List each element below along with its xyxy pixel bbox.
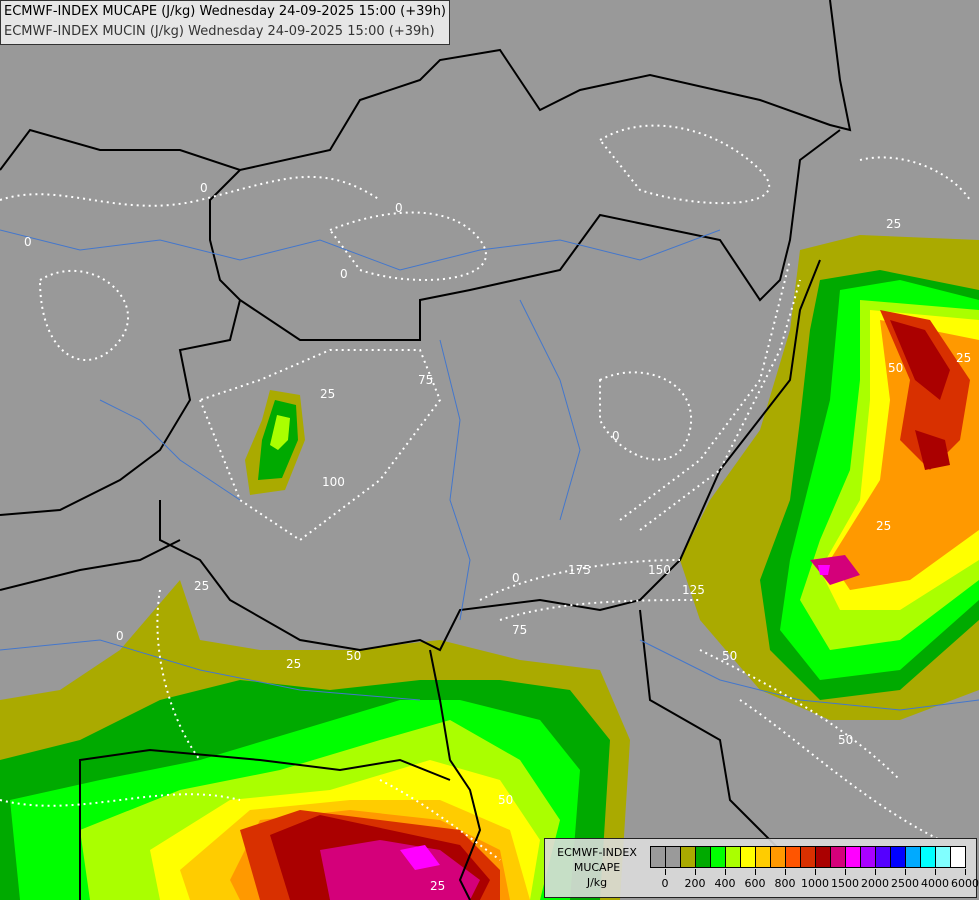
legend-swatch [711,847,726,867]
svg-text:0: 0 [116,629,124,643]
legend-swatch [876,847,891,867]
mucin-contours [0,124,971,861]
cape-fill-east [680,235,979,720]
svg-text:50: 50 [346,649,361,663]
legend-tick-mark [935,869,936,875]
svg-text:25: 25 [194,579,209,593]
cape-fill-south [0,580,630,900]
title-mucape: ECMWF-INDEX MUCAPE (J/kg) Wednesday 24-0… [4,4,446,19]
legend-tick-mark [755,869,756,875]
legend-tick-label: 4000 [921,877,949,890]
map-title: ECMWF-INDEX MUCAPE (J/kg) Wednesday 24-0… [0,0,450,45]
legend-swatch [801,847,816,867]
legend-swatch [786,847,801,867]
legend-swatch [666,847,681,867]
legend-swatch [906,847,921,867]
legend-tick-label: 800 [774,877,796,890]
svg-text:0: 0 [512,571,520,585]
legend-tick-mark [785,869,786,875]
legend-swatch [816,847,831,867]
svg-text:50: 50 [498,793,513,807]
legend-tick-label: 1500 [831,877,859,890]
svg-text:25: 25 [430,879,445,893]
legend-tick-label: 2500 [891,877,919,890]
legend-source: ECMWF-INDEX [557,846,637,859]
legend-swatch [936,847,951,867]
legend-swatch [891,847,906,867]
color-legend: ECMWF-INDEX MUCAPE J/kg 0 200 400 600 800 100… [544,838,979,898]
legend-tick-mark [725,869,726,875]
legend-tick-label: 6000 [951,877,979,890]
legend-colorbar [650,846,966,868]
country-borders [0,0,852,900]
legend-swatch [681,847,696,867]
legend-swatch [861,847,876,867]
legend-tick-mark [905,869,906,875]
svg-text:150: 150 [648,563,671,577]
legend-swatch [771,847,786,867]
svg-text:0: 0 [200,181,208,195]
cape-fill-west [245,390,305,495]
legend-tick-label: 0 [661,877,669,890]
contour-labels: 0 0 0 0 0 25 25 25 50 50 50 75 75 100 12… [24,181,971,893]
legend-swatch [756,847,771,867]
legend-variable: MUCAPE [573,861,621,874]
svg-text:75: 75 [418,373,433,387]
svg-text:25: 25 [876,519,891,533]
svg-text:25: 25 [320,387,335,401]
svg-text:25: 25 [286,657,301,671]
legend-ticks: 0 200 400 600 800 1000 1500 2000 2500 4000 6000 [650,869,979,893]
svg-text:50: 50 [888,361,903,375]
legend-tick-label: 600 [744,877,766,890]
svg-text:75: 75 [512,623,527,637]
legend-tick-label: 1000 [801,877,829,890]
legend-swatch [651,847,666,867]
legend-tick-mark [875,869,876,875]
svg-text:100: 100 [322,475,345,489]
svg-text:0: 0 [340,267,348,281]
svg-text:25: 25 [956,351,971,365]
svg-text:0: 0 [612,429,620,443]
svg-text:125: 125 [682,583,705,597]
legend-tick-mark [665,869,666,875]
legend-tick-mark [845,869,846,875]
legend-tick-mark [695,869,696,875]
legend-swatch [696,847,711,867]
legend-swatch [921,847,936,867]
legend-swatch [846,847,861,867]
legend-unit: J/kg [586,876,608,889]
svg-text:50: 50 [838,733,853,747]
svg-text:25: 25 [886,217,901,231]
svg-text:175: 175 [568,563,591,577]
legend-tick-mark [815,869,816,875]
legend-swatch [741,847,756,867]
legend-label: ECMWF-INDEX MUCAPE J/kg [549,845,645,890]
rivers [0,229,979,711]
legend-swatch [951,847,965,867]
svg-text:50: 50 [722,649,737,663]
svg-text:0: 0 [24,235,32,249]
legend-swatch [831,847,846,867]
title-mucin: ECMWF-INDEX MUCIN (J/kg) Wednesday 24-09… [4,24,435,39]
legend-tick-label: 200 [684,877,706,890]
svg-text:0: 0 [395,201,403,215]
legend-tick-label: 400 [714,877,736,890]
legend-swatch [726,847,741,867]
legend-tick-mark [965,869,966,875]
legend-tick-label: 2000 [861,877,889,890]
